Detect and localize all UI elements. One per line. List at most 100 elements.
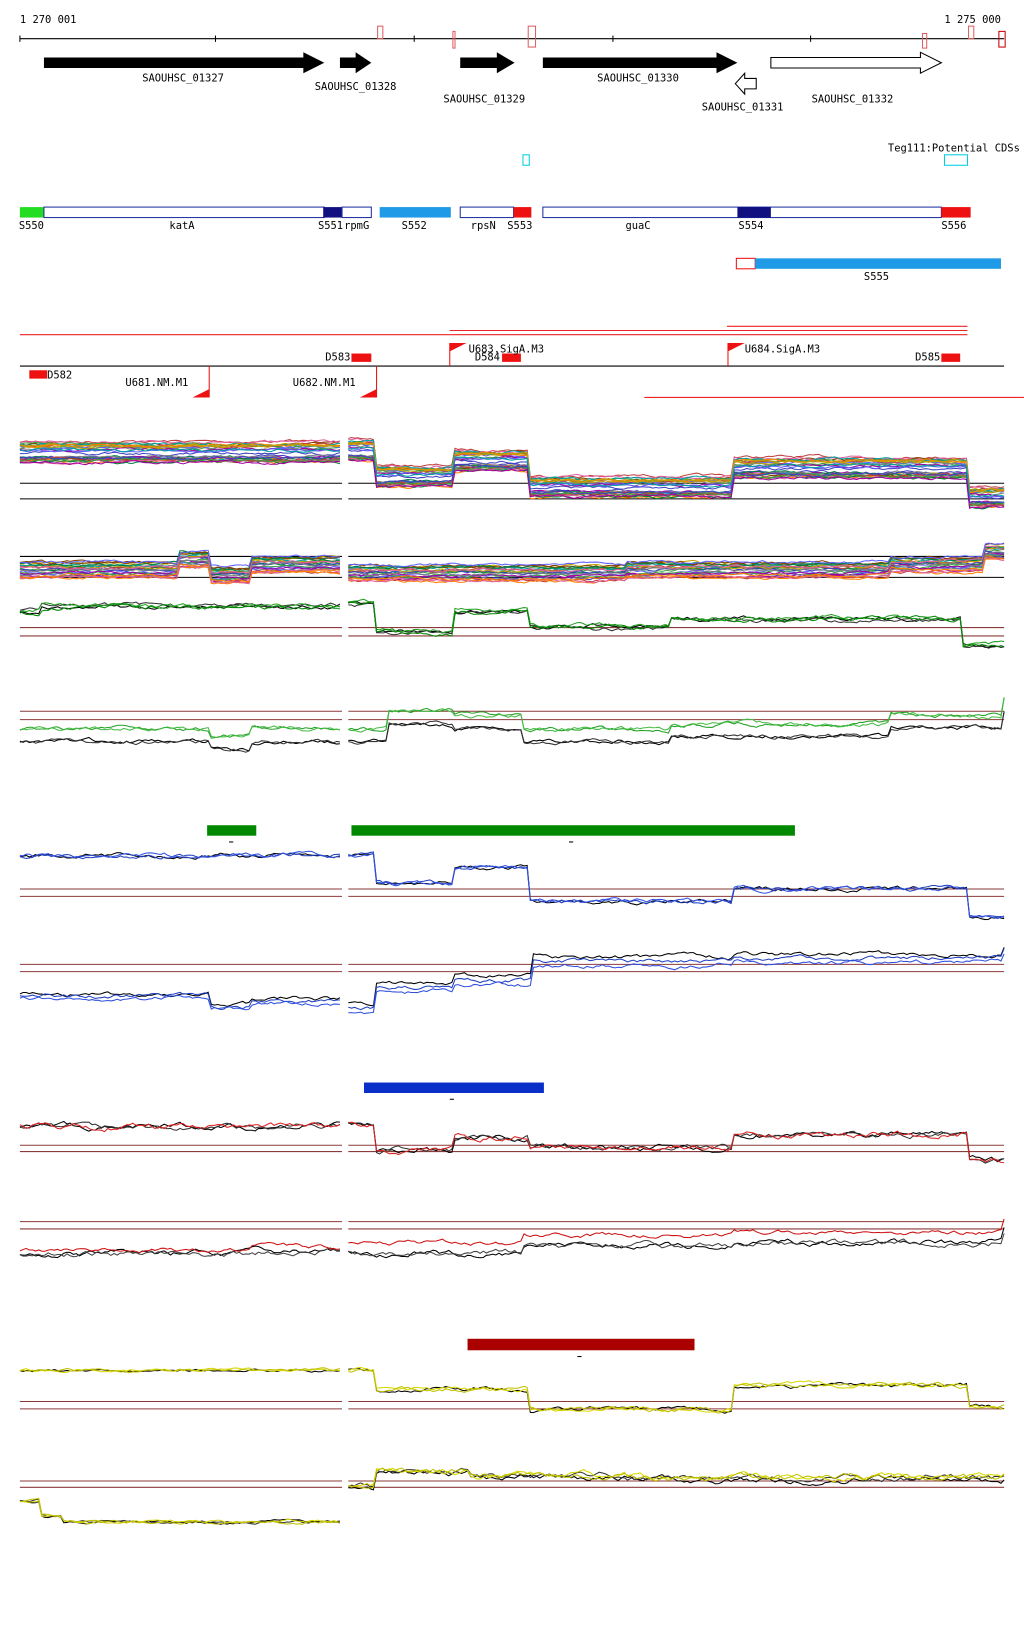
trace: [348, 1367, 1005, 1414]
trace: [348, 1369, 1005, 1414]
trace: [19, 563, 340, 583]
gene-label: SAOUHSC_01330: [597, 72, 679, 84]
trace: [348, 1467, 1005, 1489]
feature-label: U683.SigA.M3: [469, 343, 544, 355]
trace: [348, 947, 1005, 1007]
trace: [348, 454, 1005, 504]
gene-label: SAOUHSC_01327: [142, 72, 224, 84]
trace: [19, 447, 340, 453]
trace: [348, 441, 1005, 491]
trace: [348, 598, 1005, 648]
trace: [348, 953, 1005, 1015]
trace: [19, 1499, 341, 1525]
trace: [19, 442, 340, 449]
trace: [19, 991, 340, 1011]
trace: [348, 546, 1005, 570]
trace: [19, 1367, 341, 1374]
trace: [348, 948, 1005, 1011]
trace: [19, 565, 341, 585]
track-label: Teg111:Potential CDSs: [888, 143, 1020, 155]
trace: [19, 602, 341, 613]
trace: [19, 443, 340, 449]
segment-label: S551: [318, 220, 343, 232]
trace: [348, 447, 1005, 499]
trace: [348, 1227, 1005, 1259]
trace: [19, 1242, 341, 1254]
trace: [348, 555, 1005, 582]
trace: [348, 711, 1005, 746]
trace: [19, 1247, 341, 1258]
trace: [348, 601, 1005, 648]
trace: [348, 1122, 1005, 1164]
trace: [19, 455, 341, 461]
segment-label: katA: [169, 220, 195, 232]
end-coord: 1 275 000: [944, 14, 1001, 26]
trace: [19, 736, 340, 752]
trace: [348, 1469, 1005, 1491]
cds: [522, 154, 530, 166]
axis-ticks: [19, 35, 812, 42]
trace: [348, 542, 1005, 568]
genes: [43, 51, 943, 96]
trace: [19, 447, 341, 453]
trace: [348, 458, 1005, 510]
feature-label: U682.NM.M1: [293, 377, 356, 389]
trace: [348, 1233, 1005, 1257]
trace: [348, 1121, 1005, 1163]
trace: [348, 557, 1005, 584]
features: [19, 325, 1024, 398]
gene-label: SAOUHSC_01331: [702, 102, 784, 114]
segment-label: S550: [19, 220, 44, 232]
feature-label: U681.NM.M1: [125, 377, 188, 389]
gene-label: SAOUHSC_01329: [443, 93, 525, 105]
gene-label: SAOUHSC_01328: [315, 81, 397, 93]
segment-bars: [207, 825, 795, 1358]
trace: [348, 545, 1005, 573]
trace: [19, 852, 340, 860]
segment-label: rpsN: [471, 220, 496, 232]
expression-traces: [19, 436, 1005, 1525]
trace: [348, 852, 1005, 921]
trace: [348, 852, 1005, 920]
trace: [348, 851, 1005, 918]
trace: [348, 712, 1005, 746]
trace: [19, 459, 341, 466]
trace: [19, 1122, 341, 1133]
feature-label: D582: [47, 369, 72, 381]
trace: [348, 439, 1005, 492]
trace: [19, 442, 340, 447]
trace: [19, 1120, 340, 1132]
trace: [19, 555, 340, 574]
trace: [19, 852, 341, 860]
trace: [348, 437, 1005, 490]
trace: [348, 1218, 1005, 1246]
trace: [19, 549, 341, 568]
segment-label: rpmG: [344, 220, 369, 232]
trace: [19, 1245, 340, 1259]
feature-label: D583: [325, 352, 350, 364]
trace: [19, 738, 341, 753]
segment-label: S553: [507, 220, 532, 232]
trace: [348, 602, 1005, 649]
segment-label: S554: [738, 220, 763, 232]
segment-label: guaC: [625, 220, 650, 232]
trace: [348, 446, 1005, 498]
trace: [348, 600, 1005, 649]
trace: [19, 603, 341, 617]
trace: [19, 725, 341, 739]
trace: [348, 697, 1005, 734]
gene-label: SAOUHSC_01332: [812, 93, 894, 105]
trace: [348, 1121, 1005, 1164]
segments: [19, 206, 1001, 270]
cds: [943, 154, 969, 166]
trace: [19, 439, 341, 445]
segment-label: S555: [864, 271, 889, 283]
trace: [348, 446, 1005, 498]
trace: [19, 991, 341, 1007]
feature-label: U684.SigA.M3: [745, 343, 820, 355]
trace: [348, 1467, 1005, 1488]
start-coord: 1 270 001: [20, 14, 77, 26]
segment-label: S552: [402, 220, 427, 232]
feature-label: D585: [915, 352, 940, 364]
